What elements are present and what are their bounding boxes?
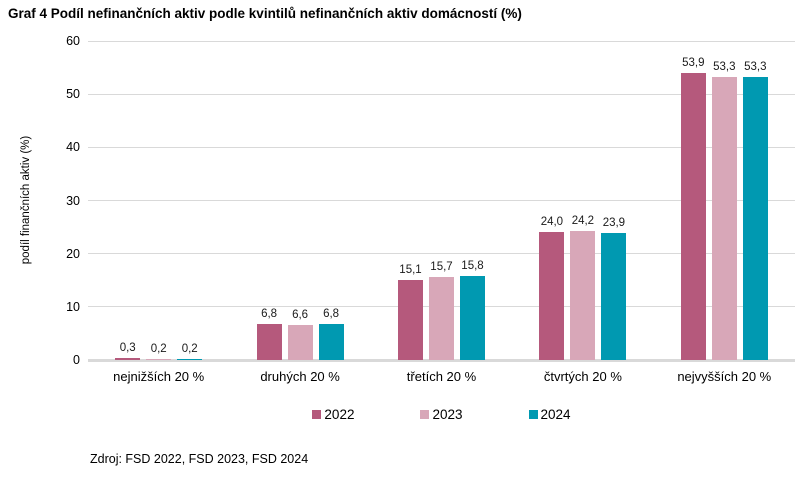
x-category-label-2: druhých 20 %: [260, 369, 340, 384]
bar-2024-5: [742, 76, 768, 360]
bar-2024-4: [601, 232, 627, 360]
plot-area: 0 10 20 30 40 50 60 0,3 0,2 0,2 nejnižších 20 % 6,8…: [66, 34, 795, 384]
legend-item-2024: 2024: [528, 407, 571, 422]
x-category-label-4: čtvrtých 20 %: [543, 369, 622, 384]
chart-title: Graf 4 Podíl nefinančních aktiv podle kv…: [8, 6, 522, 21]
bar-2023-5: [711, 76, 737, 360]
bar-value-label-2023-1: 0,2: [150, 342, 167, 355]
y-axis-title: podíl finančních aktiv (%): [20, 135, 32, 265]
x-axis-line: [88, 359, 795, 362]
bar-value-label-2023-2: 6,6: [292, 308, 309, 321]
gridline-20: [88, 253, 795, 255]
legend-label-2024: 2024: [540, 407, 571, 422]
legend-label-2022: 2022: [324, 407, 355, 422]
bar-2024-3: [460, 276, 485, 360]
bar-2023-4: [570, 231, 596, 360]
legend-item-2023: 2023: [420, 407, 463, 422]
bar-value-label-2022-3: 15,1: [399, 263, 422, 276]
gridline-40: [88, 146, 795, 148]
bar-2024-2: [318, 323, 344, 360]
bar-2022-4: [539, 232, 565, 360]
bar-value-label-2022-5: 53,9: [682, 57, 705, 70]
bar-value-label-2024-1: 0,2: [181, 342, 198, 355]
bar-2023-2: [287, 324, 313, 360]
bar-value-label-2023-5: 53,3: [713, 60, 736, 73]
x-category-label-1: nejnižších 20 %: [113, 369, 205, 384]
y-tick-label-30: 30: [66, 193, 80, 208]
legend-swatch-2024: [528, 410, 538, 419]
source-note: Zdroj: FSD 2022, FSD 2023, FSD 2024: [90, 452, 309, 466]
gridline-50: [88, 93, 795, 95]
bar-2023-3: [429, 276, 454, 360]
bar-2022-5: [680, 73, 706, 360]
legend-swatch-2022: [312, 410, 322, 419]
bar-value-label-2024-3: 15,8: [461, 260, 484, 272]
bar-value-label-2023-3: 15,7: [430, 260, 453, 273]
x-category-label-3: třetích 20 %: [406, 369, 477, 384]
x-category-label-5: nejvyšších 20 %: [677, 369, 772, 384]
y-tick-label-10: 10: [66, 299, 80, 314]
y-tick-label-40: 40: [66, 140, 80, 155]
bar-value-label-2022-2: 6,8: [261, 307, 278, 320]
bar-value-label-2024-5: 53,3: [744, 60, 767, 73]
gridline-30: [88, 200, 795, 201]
gridline-60: [88, 40, 795, 42]
legend-item-2022: 2022: [312, 407, 354, 422]
y-tick-label-50: 50: [66, 87, 80, 102]
legend-swatch-2023: [420, 410, 430, 419]
y-tick-label-20: 20: [66, 246, 80, 261]
legend: 2022 2023 2024: [88, 407, 795, 422]
bar-value-label-2023-4: 24,2: [571, 215, 595, 228]
bar-2023-1: [146, 358, 172, 360]
bar-value-label-2022-4: 24,0: [540, 216, 564, 229]
legend-label-2023: 2023: [432, 407, 463, 422]
bar-2022-1: [115, 358, 141, 360]
bar-2022-2: [256, 323, 282, 360]
y-tick-label-60: 60: [66, 34, 80, 48]
bar-value-label-2024-4: 23,9: [602, 216, 626, 229]
bar-value-label-2022-1: 0,3: [119, 342, 136, 355]
bar-2022-3: [398, 279, 423, 360]
bar-2024-1: [177, 358, 203, 360]
y-tick-label-0: 0: [73, 353, 80, 367]
bar-value-label-2024-2: 6,8: [323, 307, 340, 320]
